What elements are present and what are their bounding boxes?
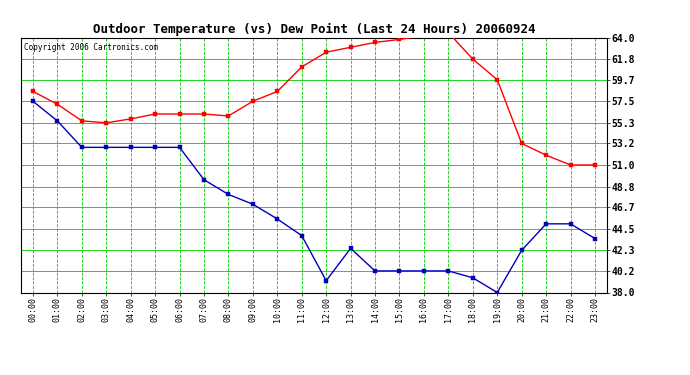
Title: Outdoor Temperature (vs) Dew Point (Last 24 Hours) 20060924: Outdoor Temperature (vs) Dew Point (Last… <box>92 23 535 36</box>
Text: Copyright 2006 Cartronics.com: Copyright 2006 Cartronics.com <box>23 43 158 52</box>
